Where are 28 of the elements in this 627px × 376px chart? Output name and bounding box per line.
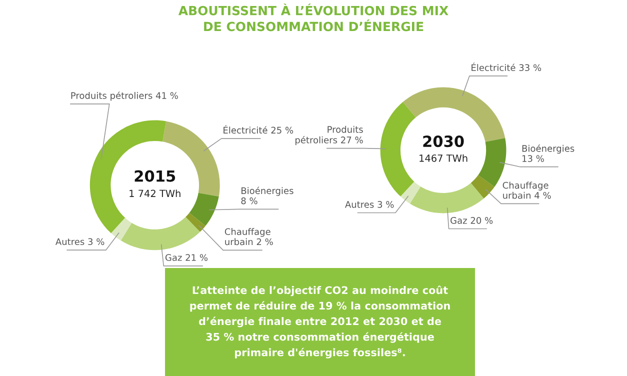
data-label: 13 % — [522, 155, 544, 162]
text: 2015 — [134, 170, 176, 182]
donut-slice — [111, 218, 132, 241]
text: 1 742 TWh — [130, 190, 180, 197]
slice-label: Bioénergies — [522, 144, 574, 154]
donut-slice — [186, 212, 206, 232]
donut-slice — [400, 182, 421, 204]
data-label: 8 % — [241, 197, 258, 204]
slice-label: Électricité 25 % — [224, 125, 294, 134]
text: 1467 TWh — [420, 154, 468, 162]
slice-label: Produits pétroliers 41 % — [71, 92, 178, 101]
slice-label: Produits pétroliers 27 % — [295, 126, 363, 146]
slice-label: Gaz 21 % — [165, 254, 208, 261]
slice-label: Autres 3 % — [345, 201, 394, 208]
slice-label: Bioénergies — [242, 186, 294, 196]
slice-label: Gaz 20 % — [450, 217, 493, 224]
donut-slice — [120, 216, 200, 250]
slice-label: Autres 3 % — [55, 238, 104, 246]
text: 2030 — [423, 136, 464, 148]
text: L’atteinte de l’objectif CO2 au moindre coût permet de réduire de 19 % la consommation d’énergie finale entre 2012 et 2030 et de 35 % notre consommation énergétique primaire d'énergies fossiles⁸. — [190, 286, 450, 358]
donut-slice — [410, 183, 484, 214]
donut-slice — [470, 175, 494, 198]
donut-slice — [380, 102, 416, 196]
text: ABOUTISSENT À L’ÉVOLUTION DES MIX DE CONSOMMATION D’ÉNERGIE — [178, 4, 448, 32]
slice-label: Chauffage urbain 4 % — [502, 182, 551, 199]
slice-label: Chauffage urbain 2 % — [224, 228, 273, 246]
donut-slice — [189, 192, 219, 226]
slice-label: Électricité 33 % — [472, 62, 542, 72]
